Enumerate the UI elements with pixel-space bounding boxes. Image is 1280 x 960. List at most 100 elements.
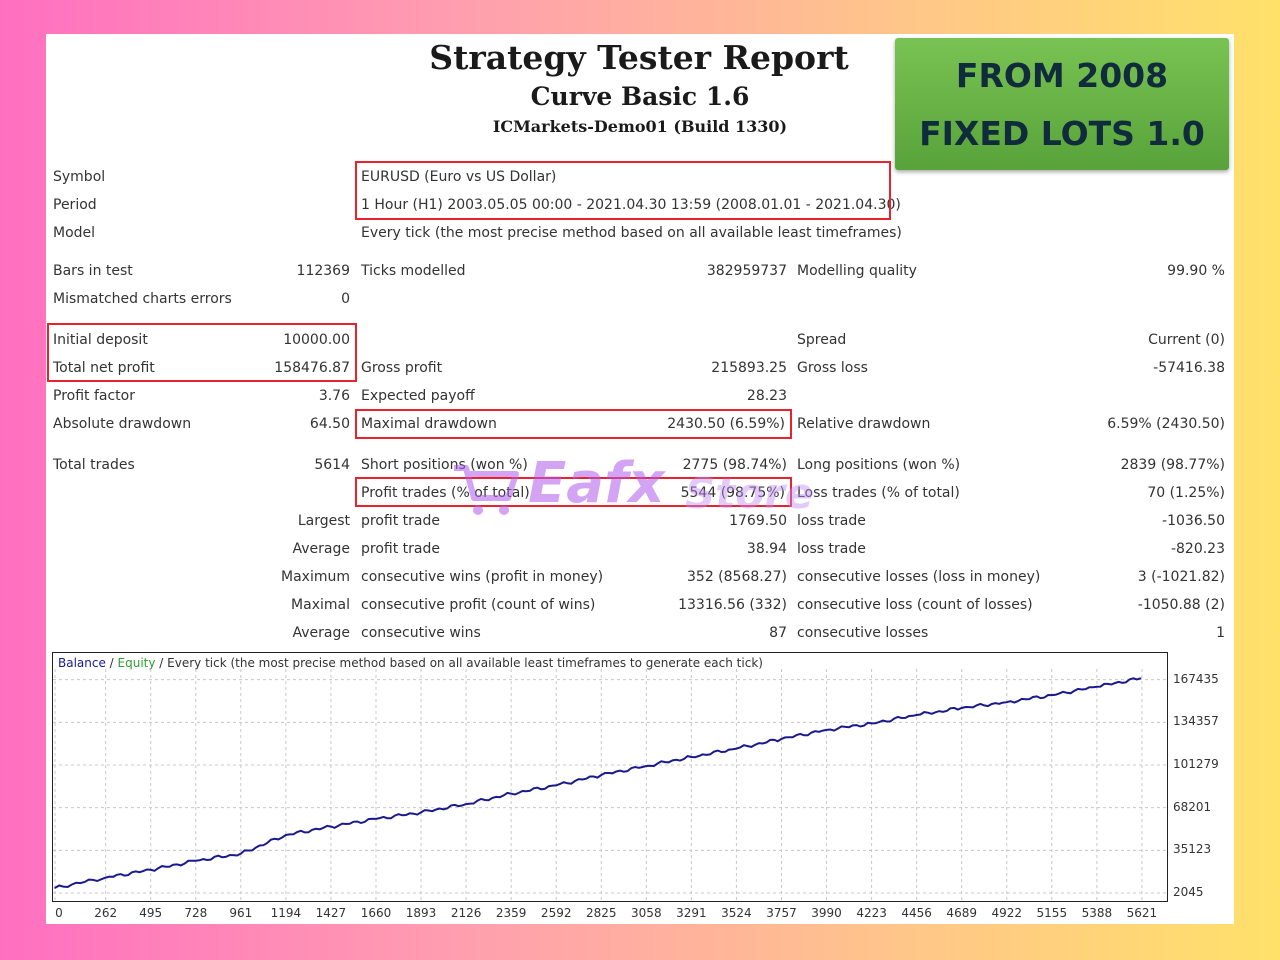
spread-value: Current (0): [1148, 332, 1225, 348]
series-line-balance: [54, 677, 1141, 889]
data-point: [735, 747, 738, 750]
loss-trades-value: 70 (1.25%): [1147, 485, 1225, 501]
x-tick-label: 2592: [540, 906, 572, 920]
data-point: [1005, 701, 1008, 703]
average-loss-label: loss trade: [797, 541, 866, 557]
data-point: [1139, 677, 1142, 680]
x-tick-label: 5621: [1126, 906, 1158, 920]
long-positions-label: Long positions (won %): [797, 457, 961, 473]
max-consecutive-losses-label: consecutive losses (loss in money): [797, 569, 1041, 585]
total-trades-label: Total trades: [53, 457, 135, 473]
data-point: [600, 774, 603, 776]
period-value: 1 Hour (H1) 2003.05.05 00:00 - 2021.04.3…: [361, 197, 901, 213]
x-tick-label: 1194: [270, 906, 302, 920]
relative-drawdown-value: 6.59% (2430.50): [1107, 416, 1225, 432]
largest-profit-value: 1769.50: [729, 513, 787, 529]
mismatched-label: Mismatched charts errors: [53, 291, 232, 307]
quality-label: Modelling quality: [797, 263, 917, 279]
maximum-label: Maximum: [281, 569, 350, 585]
x-tick-label: 495: [139, 906, 163, 920]
promo-banner: FROM 2008 FIXED LOTS 1.0: [895, 38, 1229, 170]
legend-balance: Balance: [58, 656, 106, 670]
x-tick-label: 1660: [360, 906, 392, 920]
data-point: [465, 803, 467, 805]
x-tick-label: 961: [229, 906, 253, 920]
x-tick-label: 2359: [495, 906, 527, 920]
maximal-consecutive-loss-value: -1050.88 (2): [1137, 597, 1225, 613]
legend-description: / Every tick (the most precise method ba…: [155, 656, 763, 670]
data-point: [960, 707, 963, 709]
x-tick-label: 3757: [766, 906, 797, 920]
average-profit-label: profit trade: [361, 541, 440, 557]
data-point: [240, 852, 242, 855]
deposit-label: Initial deposit: [53, 332, 148, 348]
relative-drawdown-label: Relative drawdown: [797, 416, 931, 432]
data-point: [915, 714, 918, 716]
largest-label: Largest: [297, 513, 350, 529]
legend-sep: /: [105, 656, 118, 670]
max-consecutive-wins-label: consecutive wins (profit in money): [361, 569, 604, 585]
data-point: [420, 811, 422, 814]
data-point: [330, 825, 332, 828]
model-label: Model: [53, 225, 96, 241]
y-tick-label: 134357: [1173, 714, 1219, 729]
x-tick-label: 1893: [405, 906, 437, 920]
expected-payoff-value: 28.23: [746, 388, 787, 404]
quality-value: 99.90 %: [1167, 263, 1225, 279]
x-tick-label: 262: [94, 906, 118, 920]
max-consecutive-losses-value: 3 (-1021.82): [1137, 569, 1225, 585]
balance-chart: [53, 669, 1167, 901]
average-loss-value: -820.23: [1170, 541, 1225, 557]
absolute-drawdown-label: Absolute drawdown: [53, 416, 192, 432]
symbol-label: Symbol: [53, 169, 106, 185]
expert-name: Curve Basic 1.6: [530, 82, 750, 111]
data-point: [194, 860, 197, 862]
x-tick-label: 4456: [901, 906, 932, 920]
short-positions-label: Short positions (won %): [361, 457, 528, 473]
gross-profit-value: 215893.25: [711, 360, 787, 376]
data-point: [510, 792, 512, 795]
y-tick-label: 35123: [1173, 842, 1212, 857]
balance-chart-frame: [52, 652, 1168, 902]
watermark-text-2: Store: [685, 469, 814, 518]
data-point: [1096, 685, 1098, 688]
x-tick-label: 3990: [811, 906, 842, 920]
y-tick-label: 101279: [1173, 756, 1219, 771]
x-tick-label: 3524: [721, 906, 752, 920]
maximal-label: Maximal: [291, 597, 350, 613]
net-profit-label: Total net profit: [53, 360, 155, 376]
profit-trades-highlight: [355, 477, 792, 507]
largest-loss-label: loss trade: [797, 513, 866, 529]
x-tick-label: 2825: [585, 906, 617, 920]
avg-consecutive-losses-value: 1: [1216, 625, 1225, 641]
maximal-consecutive-loss-label: consecutive loss (count of losses): [797, 597, 1033, 613]
largest-loss-value: -1036.50: [1162, 513, 1225, 529]
eafx-store-watermark: Eafx Store: [450, 446, 850, 522]
bars-label: Bars in test: [53, 263, 133, 279]
x-tick-label: 728: [184, 906, 208, 920]
banner-line-2: FIXED LOTS 1.0: [919, 114, 1205, 153]
x-tick-label: 4689: [946, 906, 977, 920]
server-build: ICMarkets-Demo01 (Build 1330): [492, 117, 788, 136]
avg-consecutive-wins-value: 87: [769, 625, 787, 641]
deposit-value: 10000.00: [283, 332, 350, 348]
x-tick-label: 3291: [676, 906, 707, 920]
average-label: Average: [292, 541, 351, 557]
largest-profit-label: profit trade: [361, 513, 440, 529]
symbol-period-highlight: [355, 161, 891, 220]
x-tick-label: 5388: [1081, 906, 1113, 920]
data-point: [555, 784, 558, 787]
data-point: [54, 887, 56, 889]
total-trades-value: 5614: [314, 457, 350, 473]
maximal-consecutive-profit-label: consecutive profit (count of wins): [361, 597, 596, 613]
data-point: [825, 729, 828, 731]
data-point: [104, 876, 107, 879]
drawdown-highlight: [355, 409, 792, 439]
y-tick-label: 68201: [1173, 799, 1212, 814]
ticks-value: 382959737: [706, 263, 787, 279]
profit-factor-label: Profit factor: [53, 388, 135, 404]
report-title: Strategy Tester Report: [429, 38, 849, 77]
avg-consecutive-losses-label: consecutive losses: [797, 625, 929, 641]
x-tick-label: 4223: [856, 906, 887, 920]
data-point: [1051, 694, 1053, 696]
